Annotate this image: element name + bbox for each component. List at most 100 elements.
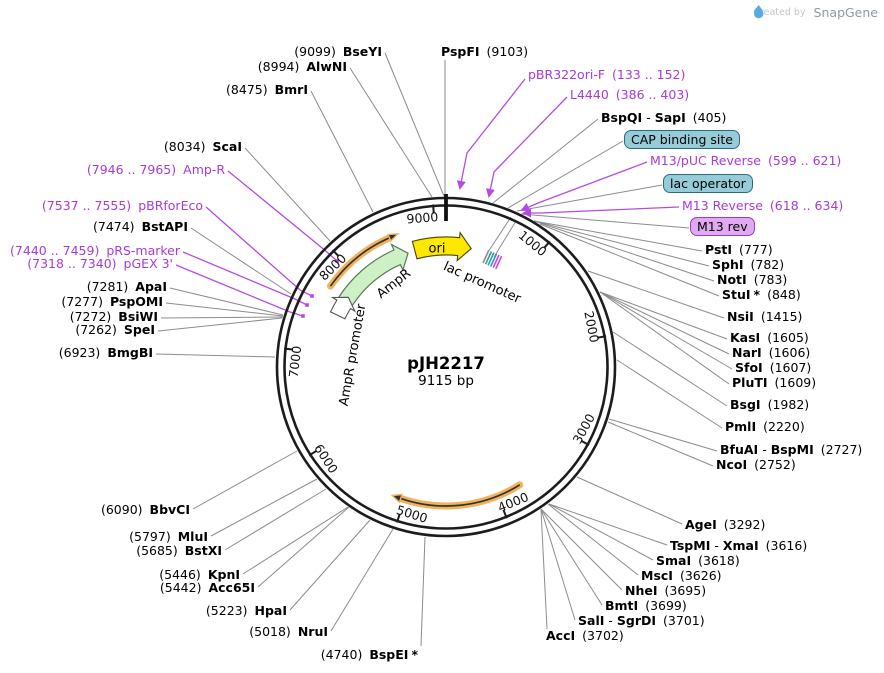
feature-box-cap-binding-site[interactable]: CAP binding site	[624, 130, 740, 149]
site-label-tspmi-xmai[interactable]: TspMI - XmaI (3616)	[670, 538, 808, 553]
tick-label-6000: 6000	[311, 441, 341, 476]
feature-box-m13-rev[interactable]: M13 rev	[690, 217, 755, 236]
lac-promoter-feature-marks[interactable]	[482, 249, 503, 270]
site-label-kasi[interactable]: KasI (1605)	[730, 330, 809, 345]
orange-arc-bottom[interactable]	[390, 481, 524, 510]
primer-label-amp-r[interactable]: (7946 .. 7965) Amp-R	[86, 162, 225, 177]
site-label-nari[interactable]: NarI (1606)	[732, 345, 811, 360]
primer-site-dot	[335, 259, 339, 263]
site-label-bseyi[interactable]: (9099) BseYI	[294, 44, 382, 59]
site-label-mlui[interactable]: (5797) MluI	[129, 529, 208, 544]
site-label-bsgi[interactable]: BsgI (1982)	[730, 397, 810, 412]
primer-label-m13-reverse[interactable]: M13 Reverse (618 .. 634)	[682, 198, 844, 213]
site-label-alwni[interactable]: (8994) AlwNI	[257, 59, 347, 74]
callout-lines	[155, 52, 733, 647]
orange-arc-top[interactable]	[327, 232, 400, 290]
callout-line	[616, 359, 723, 429]
tick-label-3000: 3000	[569, 411, 597, 446]
site-label-nhei[interactable]: NheI (3695)	[625, 583, 707, 598]
site-label-nsii[interactable]: NsiI (1415)	[727, 309, 803, 324]
primer-label-prs-marker[interactable]: (7440 .. 7459) pRS-marker	[10, 243, 180, 258]
ampr-promoter-arrow[interactable]	[329, 296, 357, 320]
watermark-prefix: Created by	[753, 7, 806, 18]
site-label-bfuai-bspmi[interactable]: BfuAI - BspMI (2727)	[720, 442, 863, 457]
plasmid-size: 9115 bp	[418, 373, 474, 389]
site-label-nrui[interactable]: (5018) NruI	[249, 624, 328, 639]
callout-line	[533, 220, 715, 282]
callout-line	[289, 519, 371, 611]
callout-line	[548, 503, 654, 561]
site-label-bbvci[interactable]: (6090) BbvCI	[100, 502, 190, 517]
site-label-bspei[interactable]: (4740) BspEI *	[320, 647, 418, 662]
site-label-acc65i[interactable]: (5442) Acc65I	[159, 580, 255, 595]
callout-line	[540, 508, 623, 591]
callout-line	[169, 287, 284, 316]
callout-line	[310, 90, 374, 213]
plasmid-name: pJH2217	[407, 354, 485, 373]
callout-line	[155, 353, 276, 358]
primer-site-dot	[310, 294, 314, 298]
callout-line	[548, 503, 668, 546]
site-label-bmgbi[interactable]: (6923) BmgBI	[58, 345, 153, 360]
primer-pointer	[175, 264, 304, 317]
primer-label-pbrforeco[interactable]: (7537 .. 7555) pBRforEco	[41, 198, 203, 213]
site-label-pspomi[interactable]: (7277) PspOMI	[61, 294, 163, 309]
site-label-noti[interactable]: NotI (783)	[717, 272, 788, 287]
watermark-brand: SnapGene	[813, 5, 878, 20]
callout-line	[349, 67, 433, 198]
ampr-gene-arrow[interactable]	[336, 243, 409, 309]
ori-arrow[interactable]	[411, 231, 472, 262]
site-label-bsiwi[interactable]: (7272) BsiWI	[69, 309, 158, 324]
site-label-pspfi[interactable]: PspFI (9103)	[441, 44, 529, 59]
callout-line	[210, 478, 318, 537]
site-label-acci[interactable]: AccI (3702)	[546, 628, 624, 643]
primer-pointer	[182, 251, 308, 306]
site-label-bmri[interactable]: (8475) BmrI	[226, 82, 308, 97]
scale-tick	[283, 347, 294, 351]
primer-pointer	[205, 206, 313, 297]
site-label-bspqi-sapi[interactable]: BspQI - SapI (405)	[601, 110, 727, 125]
primer-pointer	[227, 170, 338, 262]
tick-label-9000: 9000	[406, 209, 439, 226]
primer-label-pbr322ori-f[interactable]: pBR322ori-F (133 .. 152)	[528, 67, 686, 82]
site-label-pluti[interactable]: PluTI (1609)	[732, 375, 817, 390]
primer-label-l4440[interactable]: L4440 (386 .. 403)	[570, 87, 690, 102]
callout-line	[157, 317, 283, 332]
site-label-spei[interactable]: (7262) SpeI	[75, 322, 155, 337]
tick-label-2000: 2000	[581, 310, 602, 344]
primer-pointers	[175, 78, 680, 317]
callout-line	[533, 220, 703, 252]
site-label-bstxi[interactable]: (5685) BstXI	[136, 543, 222, 558]
site-label-smai[interactable]: SmaI (3618)	[656, 553, 740, 568]
site-label-kpni[interactable]: (5446) KpnI	[159, 567, 240, 582]
scale-tick	[597, 335, 607, 339]
site-label-scai[interactable]: (8034) ScaI	[163, 139, 242, 154]
site-label-msci[interactable]: MscI (3626)	[641, 568, 722, 583]
callout-line	[540, 509, 548, 630]
site-label-hpai[interactable]: (5223) HpaI	[205, 603, 287, 618]
callout-line	[576, 476, 683, 525]
callout-line	[190, 227, 292, 295]
callout-line	[224, 488, 327, 551]
primer-label-pgex-3[interactable]: (7318 .. 7340) pGEX 3'	[27, 256, 173, 271]
site-label-agei[interactable]: AgeI (3292)	[685, 517, 766, 532]
site-label-pmli[interactable]: PmlI (2220)	[725, 419, 805, 434]
primer-site-dots	[301, 259, 339, 318]
site-label-sphi[interactable]: SphI (782)	[712, 257, 785, 272]
site-label-sali-sgrdi[interactable]: SalI - SgrDI (3701)	[578, 613, 705, 628]
feature-label-ori[interactable]: ori	[428, 241, 446, 257]
site-label-bstapi[interactable]: (7474) BstAPI	[92, 219, 188, 234]
feature-box-lac-operator[interactable]: lac operator	[663, 174, 753, 193]
site-label-apai[interactable]: (7281) ApaI	[86, 279, 167, 294]
site-label-psti[interactable]: PstI (777)	[705, 242, 773, 257]
scale-tick	[580, 439, 590, 446]
site-label-stui[interactable]: StuI * (848)	[722, 287, 801, 302]
scale-tick	[543, 240, 551, 249]
callout-line	[487, 216, 512, 253]
site-label-sfoi[interactable]: SfoI (1607)	[735, 360, 812, 375]
site-label-ncoi[interactable]: NcoI (2752)	[716, 457, 796, 472]
site-label-bmti[interactable]: BmtI (3699)	[605, 598, 687, 613]
primer-label-m13-puc-reverse[interactable]: M13/pUC Reverse (599 .. 621)	[650, 153, 842, 168]
callout-line	[384, 52, 445, 197]
